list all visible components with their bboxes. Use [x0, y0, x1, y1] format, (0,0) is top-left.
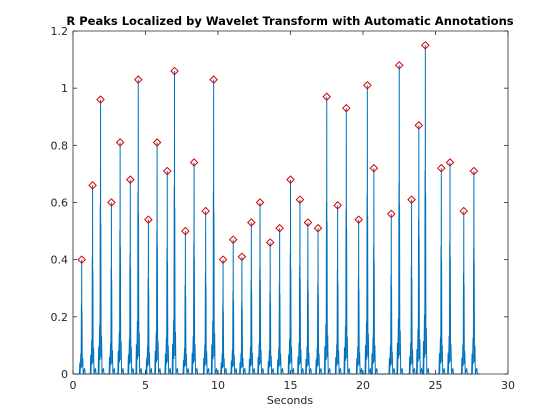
peak-marker	[436, 163, 446, 173]
peak-marker	[303, 218, 313, 227]
peak-marker	[255, 198, 265, 207]
peak-marker	[189, 158, 199, 167]
y-tick-label: 1.2	[51, 25, 69, 38]
peak-marker	[369, 163, 379, 173]
peak-marker	[209, 75, 218, 84]
peak-marker	[333, 201, 342, 210]
y-tick-label: 1	[61, 82, 68, 95]
y-tick-label: 0.8	[51, 139, 69, 152]
peak-marker	[133, 75, 143, 84]
peak-marker	[218, 255, 228, 264]
x-tick-label: 15	[284, 379, 298, 392]
peak-marker	[386, 209, 396, 219]
peak-marker	[115, 138, 125, 147]
x-tick-label: 0	[70, 379, 77, 392]
peak-marker	[313, 223, 323, 233]
peak-marker	[152, 138, 162, 147]
peak-marker	[459, 206, 469, 216]
peak-marker	[201, 206, 210, 216]
peak-marker	[275, 223, 284, 233]
peak-marker	[295, 195, 305, 204]
signal-series	[73, 45, 480, 375]
peak-marker	[286, 175, 295, 184]
peak-marker	[407, 195, 416, 204]
y-tick-label: 0.2	[51, 311, 69, 324]
y-tick-label: 0.4	[51, 254, 69, 267]
x-tick-label: 30	[501, 379, 515, 392]
peak-marker	[342, 103, 351, 113]
peak-marker	[421, 40, 430, 50]
y-tick-label: 0	[61, 368, 68, 381]
peak-marker	[354, 215, 363, 224]
peak-marker	[181, 226, 190, 236]
x-ticks: 0 5 10 15 20 25 30	[70, 31, 515, 392]
peak-marker	[170, 66, 179, 76]
peak-marker	[445, 158, 455, 167]
peak-marker	[88, 181, 97, 190]
peak-marker	[322, 92, 332, 102]
peak-marker	[96, 95, 105, 104]
y-tick-label: 0.6	[51, 197, 69, 210]
x-axis-label: Seconds	[267, 394, 313, 407]
x-tick-label: 5	[142, 379, 149, 392]
signal-line	[73, 45, 480, 375]
x-tick-label: 10	[211, 379, 225, 392]
peak-marker	[237, 252, 247, 262]
peak-marker	[394, 60, 404, 70]
peak-marker	[265, 238, 275, 247]
x-tick-label: 25	[429, 379, 443, 392]
peak-marker	[363, 81, 372, 90]
peak-marker	[77, 255, 87, 264]
peak-marker	[144, 215, 153, 224]
peak-marker	[162, 166, 172, 176]
peak-marker	[414, 121, 424, 130]
peak-marker	[469, 166, 479, 176]
peak-marker	[228, 235, 238, 244]
peak-markers	[77, 40, 479, 264]
peak-marker	[107, 198, 116, 207]
y-ticks: 0 0.2 0.4 0.6 0.8 1 1.2	[51, 25, 508, 381]
peak-marker	[125, 175, 135, 184]
peak-marker	[247, 218, 256, 227]
x-tick-label: 20	[356, 379, 370, 392]
chart-title: R Peaks Localized by Wavelet Transform w…	[66, 14, 513, 28]
